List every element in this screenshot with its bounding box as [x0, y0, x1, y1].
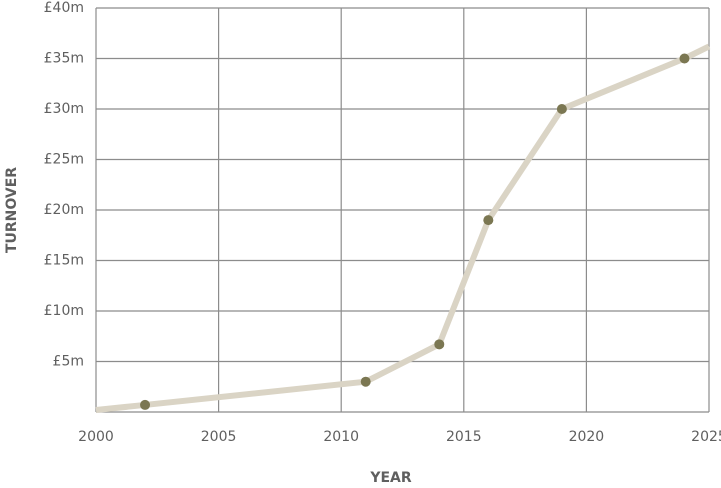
- marker: [483, 215, 494, 226]
- y-tick-label: £40m: [44, 0, 84, 16]
- y-tick-label: £25m: [44, 152, 84, 168]
- y-tick-label: £20m: [44, 202, 84, 218]
- line: [95, 43, 711, 413]
- y-tick-label: £5m: [53, 354, 84, 370]
- x-tick-label: 2020: [569, 429, 605, 445]
- marker: [679, 53, 690, 64]
- y-tick-label: £35m: [44, 51, 84, 67]
- x-tick-label: 2000: [78, 429, 114, 445]
- x-tick-label: 2025: [691, 429, 721, 445]
- y-tick-label: £30m: [44, 101, 84, 117]
- marker: [360, 376, 371, 387]
- y-tick-label: £10m: [44, 303, 84, 319]
- marker: [434, 339, 445, 350]
- y-axis-title: TURNOVER: [4, 167, 20, 253]
- x-tick-label: 2015: [446, 429, 482, 445]
- marker: [556, 104, 567, 114]
- y-tick-label: £15m: [44, 253, 84, 269]
- x-tick-label: 2010: [323, 429, 359, 445]
- marker: [140, 399, 151, 410]
- x-axis-title: YEAR: [369, 470, 412, 486]
- x-tick-label: 2005: [201, 429, 237, 445]
